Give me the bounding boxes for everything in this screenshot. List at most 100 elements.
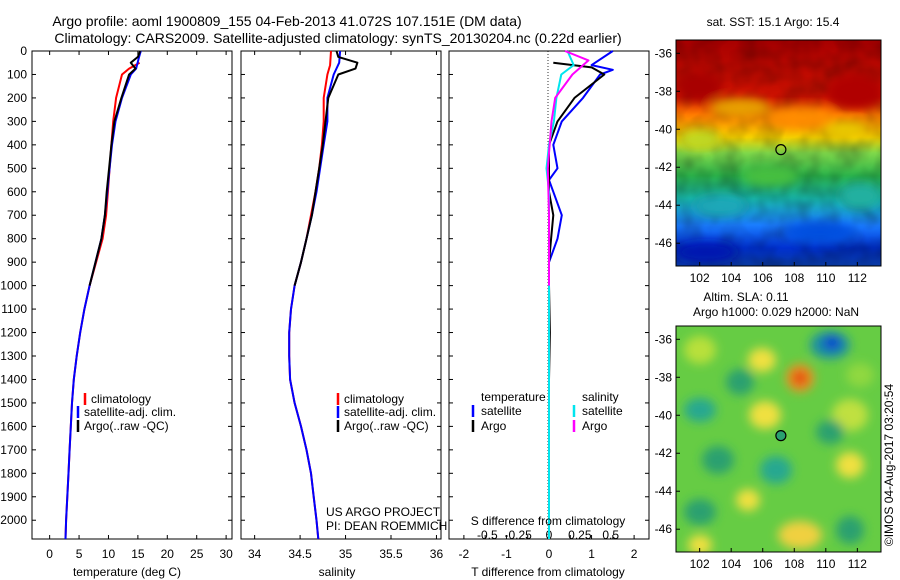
legend-t-sat-label: satellite: [481, 404, 522, 418]
lon-tick-label: 108: [784, 271, 804, 285]
depth-tick-label: 900: [7, 255, 27, 269]
depth-tick-label: 200: [7, 91, 27, 105]
lon-tick-label: 110: [816, 271, 835, 285]
lat-tick-label: -42: [655, 160, 673, 174]
lon-tick-label: 106: [753, 557, 773, 571]
x-tick-label: -2: [459, 547, 470, 561]
series-line-argo-raw-qc-: [293, 50, 359, 286]
x-tick-label: 1: [588, 547, 595, 561]
difference-x-axes: -2 -1 0 1 2-0.5 -0.25 0 0.25 0.5: [459, 528, 638, 561]
lon-tick-label: 112: [848, 557, 867, 571]
legend-argo-label: Argo(..raw -QC): [344, 419, 429, 433]
depth-tick-label: 1900: [0, 490, 27, 504]
legend-argo-label: Argo(..raw -QC): [84, 419, 169, 433]
t-difference-axis-label: T difference from climatology: [471, 565, 625, 579]
depth-tick-label: 400: [7, 138, 27, 152]
depth-tick-label: 600: [7, 185, 27, 199]
lat-tick-label: -40: [655, 122, 673, 136]
lon-tick-label: 112: [848, 271, 867, 285]
x-tick-label: 34.5: [288, 547, 312, 561]
depth-tick-label: 1800: [0, 466, 27, 480]
depth-tick-label: 700: [7, 208, 27, 222]
series-line-satellite: [548, 50, 614, 539]
depth-tick-label: 1000: [0, 279, 27, 293]
temperature-legend: climatology satellite-adj. clim. Argo(..…: [76, 392, 176, 433]
lat-tick-label: -38: [655, 84, 673, 98]
lat-tick-label: -40: [655, 408, 673, 422]
depth-tick-label: 1500: [0, 396, 27, 410]
x-tick-label: 34: [248, 547, 262, 561]
x-tick-label: 35.5: [379, 547, 403, 561]
temperature-axis-label: temperature (deg C): [73, 565, 181, 579]
depth-tick-label: 1600: [0, 419, 27, 433]
lat-tick-label: -38: [655, 370, 673, 384]
lon-tick-label: 102: [690, 271, 710, 285]
sst-map-frame: [675, 39, 882, 267]
x-tick-label: 35: [339, 547, 353, 561]
x-tick-label: 25: [190, 547, 204, 561]
depth-tick-label: 100: [7, 67, 27, 81]
salinity-legend: climatology satellite-adj. clim. Argo(..…: [336, 392, 436, 433]
lat-tick-label: -46: [655, 522, 673, 536]
s-tick-label: 0.5: [602, 528, 619, 542]
series-line-argo-raw-qc-: [88, 50, 142, 286]
lat-tick-label: -36: [655, 46, 673, 60]
lat-tick-label: -42: [655, 446, 673, 460]
sla-map-title1: Altim. SLA: 0.11: [703, 290, 788, 304]
depth-tick-label: 1200: [0, 326, 27, 340]
series-line-argo: [546, 50, 590, 286]
depth-tick-label: 2000: [0, 513, 27, 527]
legend-s-sat-label: satellite: [582, 404, 623, 418]
s-tick-label: -0.25: [504, 528, 532, 542]
sla-map-axes: 102 104 106 108 110 112 -36 -38 -40 -42 -44 -46: [655, 332, 868, 571]
figure-title-line1: Argo profile: aoml 1900809_155 04-Feb-20…: [52, 13, 521, 29]
x-tick-label: -1: [501, 547, 512, 561]
s-tick-label: 0.25: [568, 528, 592, 542]
sla-map-frame: [675, 325, 882, 553]
depth-tick-label: 800: [7, 232, 27, 246]
sst-map-title: sat. SST: 15.1 Argo: 15.4: [707, 15, 840, 29]
lon-tick-label: 104: [721, 271, 741, 285]
sla-map-title2: Argo h1000: 0.029 h2000: NaN: [693, 305, 859, 319]
x-tick-label: 0: [46, 547, 53, 561]
x-tick-label: 0: [546, 547, 553, 561]
x-tick-label: 5: [76, 547, 83, 561]
legend-sat-label: satellite-adj. clim.: [84, 405, 176, 419]
sst-map-axes: 102 104 106 108 110 112 -36 -38 -40 -42 -44 -46: [655, 46, 868, 285]
difference-legend: temperature satellite Argo salinity sate…: [471, 390, 623, 433]
lon-tick-label: 104: [721, 557, 741, 571]
salinity-axis-label: salinity: [319, 565, 356, 579]
temperature-series: [64, 50, 142, 540]
series-line-satellite-adj-clim-: [64, 50, 142, 540]
lon-tick-label: 102: [690, 557, 710, 571]
sla-map-image: [676, 326, 881, 552]
lat-tick-label: -36: [655, 332, 673, 346]
legend-clim-label: climatology: [91, 392, 151, 406]
salinity-series: [288, 50, 359, 540]
depth-tick-label: 0: [20, 44, 27, 58]
depth-tick-label: 300: [7, 114, 27, 128]
x-tick-label: 10: [102, 547, 116, 561]
depth-tick-label: 1100: [1, 302, 27, 316]
legend-clim-label: climatology: [344, 392, 404, 406]
legend-temperature-heading: temperature: [481, 390, 546, 404]
timestamp-label: ©IMOS 04-Aug-2017 03:20:54: [882, 384, 896, 547]
sst-map-image: [676, 40, 881, 266]
temperature-panel-frame: [31, 50, 233, 540]
legend-t-argo-label: Argo: [481, 419, 507, 433]
salinity-panel-frame: [240, 50, 442, 540]
depth-axis: 0 100 200 300 400 500 600 700 800 900 1000 1100 1200…: [0, 44, 649, 527]
x-tick-label: 20: [161, 547, 175, 561]
lat-tick-label: -46: [655, 236, 673, 250]
argo-position-marker: [775, 144, 787, 156]
s-difference-axis-label: S difference from climatology: [471, 514, 626, 528]
legend-sat-label: satellite-adj. clim.: [344, 405, 436, 419]
difference-series: [545, 50, 614, 539]
lon-tick-label: 108: [784, 557, 804, 571]
s-tick-label: -0.5: [477, 528, 498, 542]
pi-note: PI: DEAN ROEMMICH: [326, 519, 447, 533]
depth-tick-label: 1700: [0, 443, 27, 457]
argo-position-marker: [775, 430, 787, 442]
x-tick-label: 30: [219, 547, 233, 561]
